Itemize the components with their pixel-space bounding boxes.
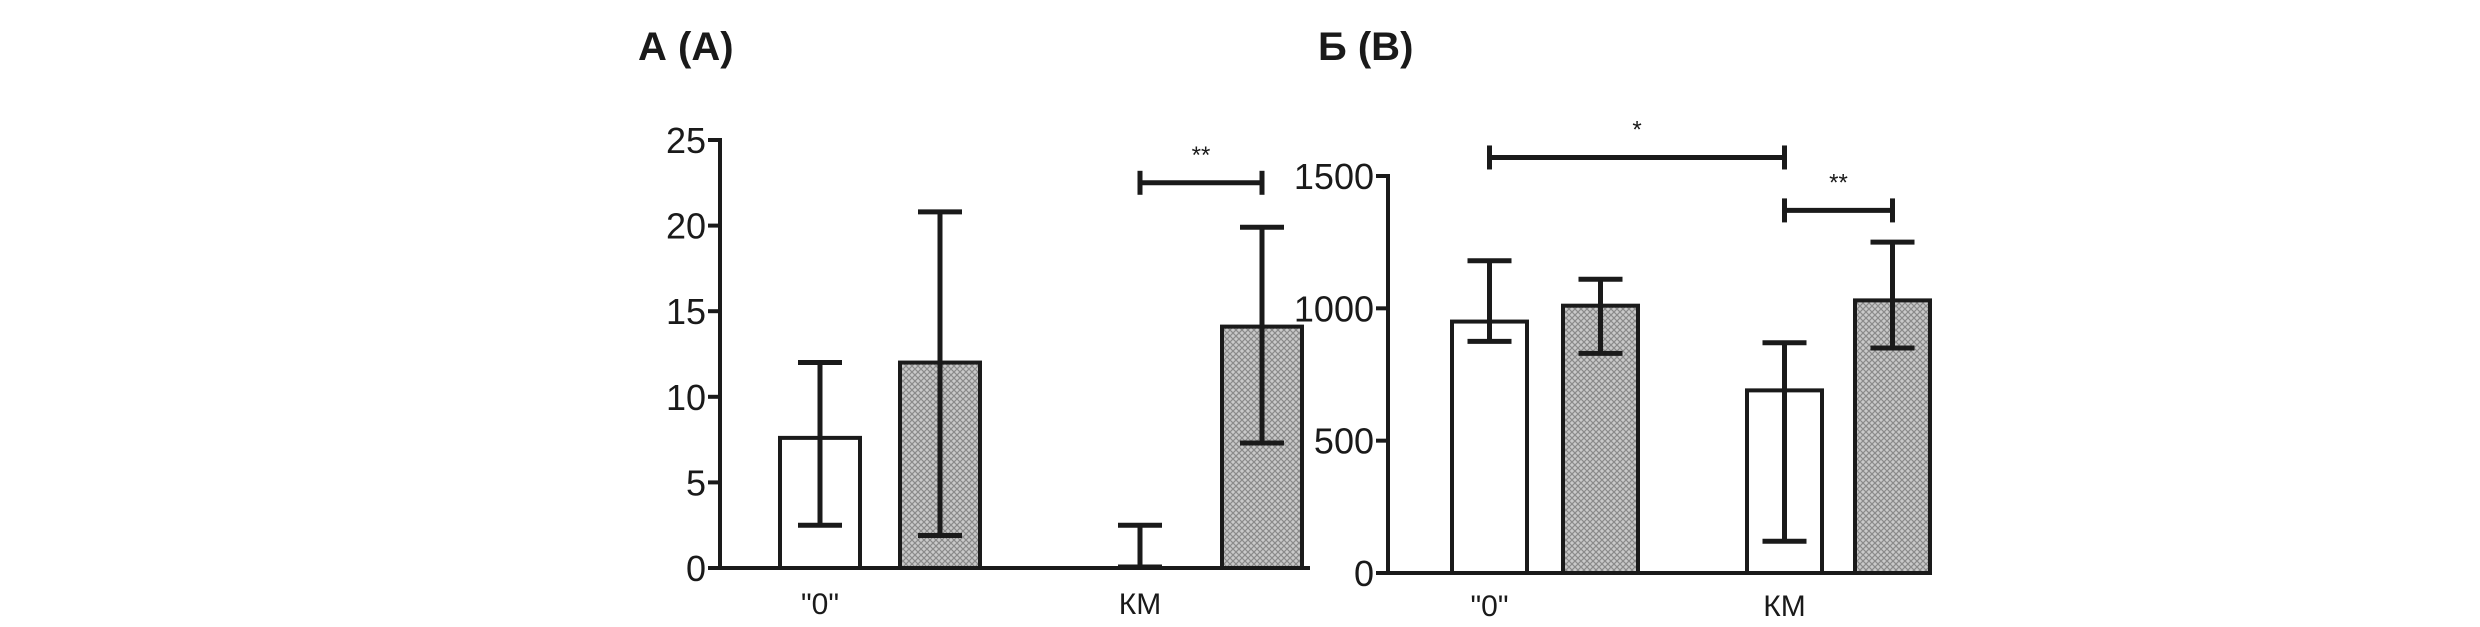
- error-bars: [1467, 239, 1915, 544]
- bars: [1450, 298, 1932, 576]
- chart-title: А (A): [638, 25, 734, 69]
- y-tick-label: 20: [666, 206, 706, 247]
- y-tick-label: 1500: [1294, 156, 1374, 197]
- axis-lines: [718, 138, 1310, 570]
- y-axis-ticks: 0 500 1000 1500: [1294, 156, 1388, 594]
- chart-title: Б (B): [1318, 25, 1413, 69]
- y-tick-label: 1000: [1294, 288, 1374, 329]
- x-axis-categories: "0" КМ: [801, 588, 1161, 621]
- y-axis-ticks: 0 5 10 15 20 25: [666, 120, 720, 589]
- bar: [1450, 319, 1529, 576]
- axis-lines: [1386, 174, 1932, 575]
- x-category-label: КМ: [1763, 590, 1805, 623]
- x-category-label: "0": [801, 588, 839, 621]
- significance-markers: ***: [1487, 116, 1895, 223]
- x-category-label: КМ: [1119, 588, 1161, 621]
- y-tick-label: 0: [1354, 553, 1374, 594]
- y-tick-label: 0: [686, 548, 706, 589]
- y-tick-label: 15: [666, 291, 706, 332]
- error-bars: [798, 209, 1284, 570]
- y-tick-label: 10: [666, 377, 706, 418]
- significance-markers: **: [1137, 142, 1265, 195]
- x-category-label: "0": [1471, 590, 1509, 623]
- significance-label: *: [1632, 116, 1641, 143]
- y-tick-label: 5: [686, 462, 706, 503]
- x-axis-categories: "0" КМ: [1471, 590, 1806, 623]
- significance-label: **: [1829, 169, 1848, 196]
- chart-panel-a: А (A) 0 5 10 15 20 25 ** "0" КМ: [638, 25, 1310, 621]
- bars: [778, 324, 1304, 570]
- y-tick-label: 500: [1314, 421, 1374, 462]
- significance-label: **: [1192, 142, 1211, 169]
- y-tick-label: 25: [666, 120, 706, 161]
